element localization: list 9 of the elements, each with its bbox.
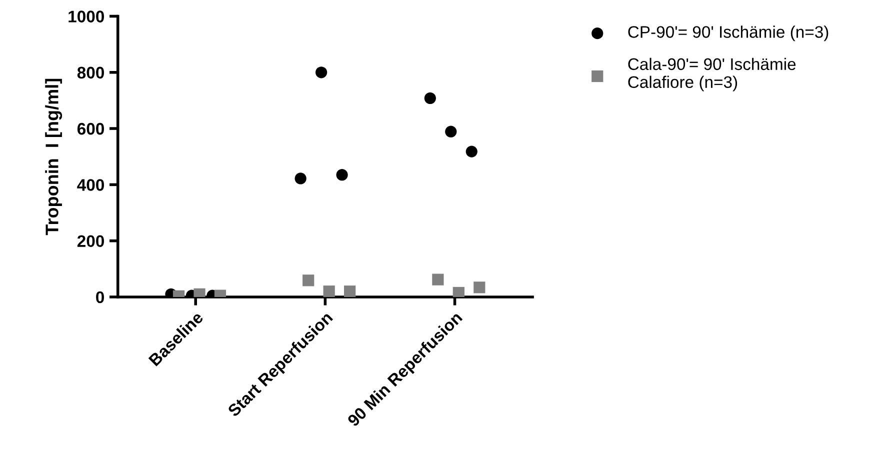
- y-tick-label: 1000: [68, 10, 104, 22]
- y-tick-label: 600: [77, 122, 104, 135]
- y-tick-label: 0: [96, 291, 104, 304]
- legend-label: Cala-90'= 90' Ischämie Calafiore (n=3): [628, 58, 796, 92]
- y-tick-label: 800: [77, 66, 104, 79]
- y-tick-label: 400: [77, 179, 104, 191]
- legend-label: CP-90'= 90' Ischämie (n=3): [628, 26, 828, 42]
- y-axis-title: Troponin I [ng/ml]: [45, 78, 62, 236]
- y-tick-label: 200: [77, 235, 104, 248]
